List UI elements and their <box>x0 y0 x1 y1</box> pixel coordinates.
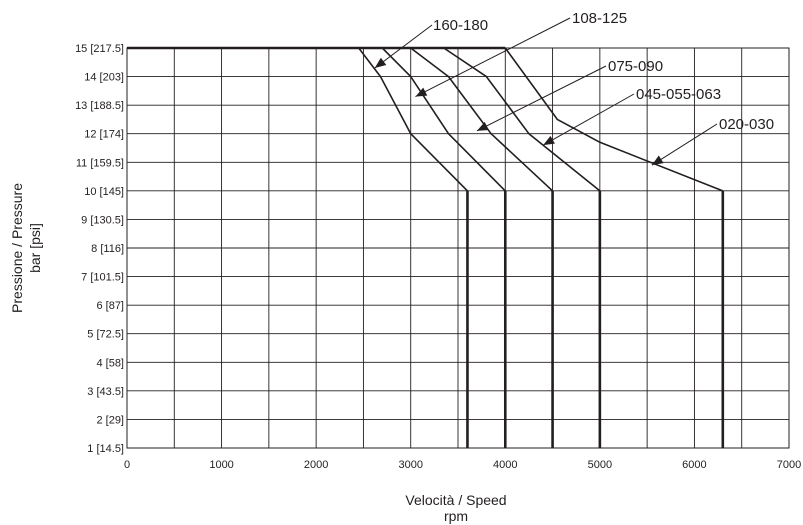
series-lines <box>127 46 725 448</box>
x-axis-unit: rpm <box>444 508 468 524</box>
y-tick-label: 2 [29] <box>96 414 124 426</box>
series-label-text: 075-090 <box>608 58 663 75</box>
series-label-045-055-063: 045-055-063 <box>542 86 721 146</box>
series-label-text: 160-180 <box>433 17 488 34</box>
x-tick-label: 2000 <box>304 459 328 471</box>
x-tick-labels: 0 1000 2000 3000 4000 5000 6000 7000 <box>124 459 801 471</box>
y-tick-label: 9 [130.5] <box>81 214 124 226</box>
leader-line <box>651 123 718 166</box>
x-tick-label: 7000 <box>777 459 801 471</box>
series-label-text: 020-030 <box>719 116 774 133</box>
y-tick-label: 14 [203] <box>84 72 124 84</box>
leader-line <box>476 65 607 132</box>
y-tick-label: 12 [174] <box>84 129 124 141</box>
series-line-045-055-063 <box>443 47 601 192</box>
y-tick-label: 5 [72.5] <box>87 329 124 341</box>
series-line-108-125 <box>381 47 506 192</box>
x-axis-title: Velocità / Speed <box>405 492 506 508</box>
leader-line <box>415 17 571 98</box>
x-tick-label: 3000 <box>398 459 422 471</box>
y-tick-label: 4 [58] <box>96 357 124 369</box>
series-label-text: 108-125 <box>572 10 627 27</box>
x-tick-label: 0 <box>124 459 130 471</box>
x-tick-label: 1000 <box>209 459 233 471</box>
x-tick-label: 4000 <box>493 459 517 471</box>
series-line-020-030 <box>504 47 724 192</box>
y-tick-label: 3 [43.5] <box>87 386 124 398</box>
leader-arrowhead <box>543 135 555 146</box>
y-tick-label: 10 [145] <box>84 186 124 198</box>
leader-arrowhead <box>374 57 387 68</box>
grid <box>127 48 789 448</box>
y-tick-label: 8 [116] <box>91 243 124 255</box>
y-tick-label: 13 [188.5] <box>75 100 124 112</box>
leader-arrowhead <box>651 155 664 166</box>
x-tick-label: 5000 <box>588 459 612 471</box>
series-line-160-180 <box>358 47 469 192</box>
series-label-160-180: 160-180 <box>374 17 488 69</box>
x-tick-label: 6000 <box>682 459 706 471</box>
y-axis-title-line1: Pressione / Pressure <box>9 183 25 313</box>
y-tick-labels: 1 [14.5] 2 [29] 3 [43.5] 4 [58] 5 [72.5] 6 [8… <box>75 43 124 455</box>
y-tick-label: 6 [87] <box>96 300 124 312</box>
y-tick-label: 15 [217.5] <box>75 43 124 55</box>
leader-line <box>542 93 635 146</box>
y-tick-label: 11 [159.5] <box>76 157 124 169</box>
series-label-text: 045-055-063 <box>636 86 721 103</box>
series-label-020-030: 020-030 <box>651 116 774 166</box>
series-line-075-090 <box>410 47 554 192</box>
leader-arrowhead <box>415 87 428 97</box>
series-label-108-125: 108-125 <box>415 10 627 98</box>
leader-line <box>374 24 433 69</box>
series-label-075-090: 075-090 <box>476 58 663 132</box>
series-labels: 160-180 108-125 075-090 045-055-063 020-030 <box>374 10 774 166</box>
y-tick-label: 7 [101.5] <box>81 272 124 284</box>
y-tick-label: 1 [14.5] <box>87 443 124 455</box>
leader-arrowhead <box>476 121 489 131</box>
y-axis-title-line2: bar [psi] <box>27 223 43 273</box>
